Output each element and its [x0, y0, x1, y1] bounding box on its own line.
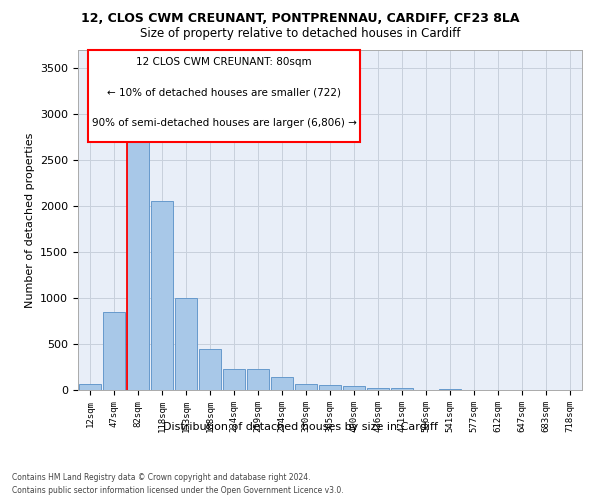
Text: Contains public sector information licensed under the Open Government Licence v3: Contains public sector information licen… [12, 486, 344, 495]
Bar [151, 200, 173, 390]
Bar [295, 384, 317, 390]
Bar [79, 384, 101, 390]
Bar [391, 388, 413, 390]
Text: 12 CLOS CWM CREUNANT: 80sqm: 12 CLOS CWM CREUNANT: 80sqm [136, 57, 312, 67]
Y-axis label: Number of detached properties: Number of detached properties [25, 132, 35, 308]
Bar [439, 388, 461, 390]
Bar [175, 298, 197, 390]
Bar [271, 377, 293, 390]
FancyBboxPatch shape [88, 50, 360, 142]
Bar [199, 348, 221, 390]
Bar [367, 388, 389, 390]
Bar [343, 386, 365, 390]
Text: 90% of semi-detached houses are larger (6,806) →: 90% of semi-detached houses are larger (… [92, 118, 356, 128]
Bar [247, 369, 269, 390]
Bar [103, 312, 125, 390]
Text: Distribution of detached houses by size in Cardiff: Distribution of detached houses by size … [163, 422, 437, 432]
Text: Size of property relative to detached houses in Cardiff: Size of property relative to detached ho… [140, 28, 460, 40]
Text: ← 10% of detached houses are smaller (722): ← 10% of detached houses are smaller (72… [107, 88, 341, 98]
Bar [127, 139, 149, 390]
Bar [223, 369, 245, 390]
Text: 12, CLOS CWM CREUNANT, PONTPRENNAU, CARDIFF, CF23 8LA: 12, CLOS CWM CREUNANT, PONTPRENNAU, CARD… [81, 12, 519, 26]
Bar [319, 385, 341, 390]
Text: Contains HM Land Registry data © Crown copyright and database right 2024.: Contains HM Land Registry data © Crown c… [12, 472, 311, 482]
